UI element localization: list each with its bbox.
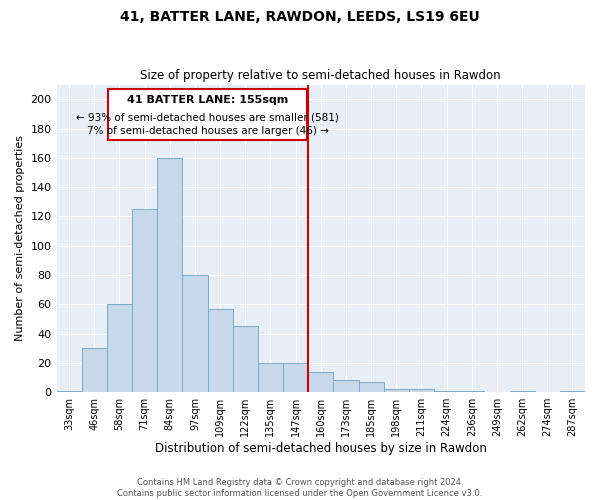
Bar	[434, 390, 459, 392]
Text: ← 93% of semi-detached houses are smaller (581): ← 93% of semi-detached houses are smalle…	[76, 112, 339, 122]
Bar	[233, 326, 258, 392]
Bar	[283, 363, 308, 392]
Bar	[208, 308, 233, 392]
Text: 41, BATTER LANE, RAWDON, LEEDS, LS19 6EU: 41, BATTER LANE, RAWDON, LEEDS, LS19 6EU	[120, 10, 480, 24]
Bar	[359, 382, 383, 392]
Bar	[334, 380, 359, 392]
Y-axis label: Number of semi-detached properties: Number of semi-detached properties	[15, 136, 25, 342]
Bar	[459, 390, 484, 392]
Text: 7% of semi-detached houses are larger (46) →: 7% of semi-detached houses are larger (4…	[86, 126, 328, 136]
Bar	[258, 363, 283, 392]
Bar	[182, 275, 208, 392]
Title: Size of property relative to semi-detached houses in Rawdon: Size of property relative to semi-detach…	[140, 69, 501, 82]
Bar	[132, 209, 157, 392]
Bar	[409, 390, 434, 392]
Text: 41 BATTER LANE: 155sqm: 41 BATTER LANE: 155sqm	[127, 95, 288, 105]
Bar	[308, 372, 334, 392]
Bar	[82, 348, 107, 392]
Bar	[56, 390, 82, 392]
Bar	[157, 158, 182, 392]
Text: Contains HM Land Registry data © Crown copyright and database right 2024.
Contai: Contains HM Land Registry data © Crown c…	[118, 478, 482, 498]
Bar	[107, 304, 132, 392]
X-axis label: Distribution of semi-detached houses by size in Rawdon: Distribution of semi-detached houses by …	[155, 442, 487, 455]
Bar	[509, 390, 535, 392]
Bar	[560, 390, 585, 392]
Bar	[108, 89, 307, 140]
Bar	[383, 390, 409, 392]
